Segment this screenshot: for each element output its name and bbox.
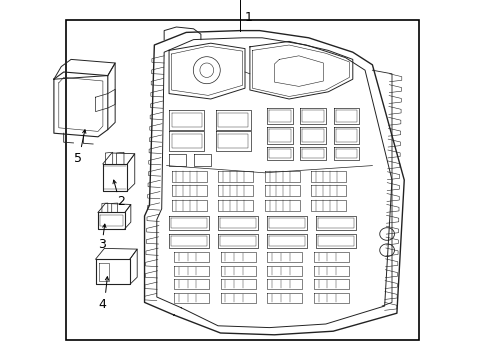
Text: 2: 2 bbox=[118, 195, 125, 208]
Text: 3: 3 bbox=[98, 238, 106, 251]
Text: 1: 1 bbox=[245, 11, 253, 24]
Text: 4: 4 bbox=[98, 298, 106, 311]
Text: 5: 5 bbox=[74, 152, 81, 165]
Bar bbox=[66, 20, 419, 340]
